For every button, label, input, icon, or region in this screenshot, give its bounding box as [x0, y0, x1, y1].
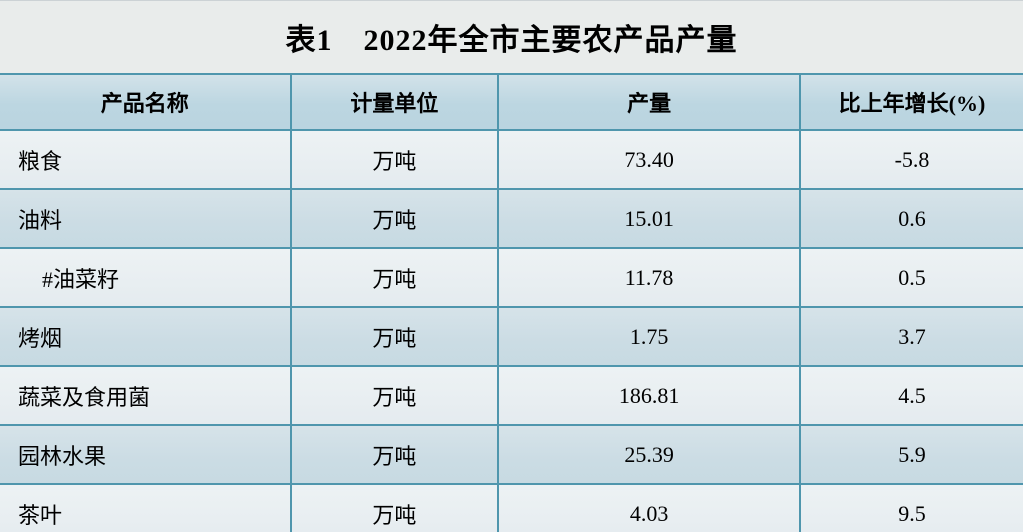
table-title: 表1 2022年全市主要农产品产量 [285, 24, 738, 57]
col-header-unit: 计量单位 [289, 74, 499, 131]
cell-product-name: 蔬菜及食用菌 [0, 366, 291, 426]
cell-unit: 万吨 [289, 189, 499, 249]
cell-growth: 9.5 [798, 484, 1023, 532]
cell-growth: 0.5 [798, 248, 1023, 308]
cell-unit: 万吨 [289, 130, 499, 190]
table-row: 园林水果 万吨 25.39 5.9 [0, 425, 1023, 485]
col-header-output: 产量 [497, 74, 800, 131]
cell-unit: 万吨 [289, 248, 499, 308]
cell-product-name: 油料 [0, 189, 291, 249]
cell-product-name: 烤烟 [0, 307, 291, 367]
cell-output: 4.03 [497, 484, 800, 532]
cell-unit: 万吨 [289, 307, 499, 367]
cell-output: 15.01 [497, 189, 800, 249]
table-row: 蔬菜及食用菌 万吨 186.81 4.5 [0, 366, 1023, 426]
table-row: 油料 万吨 15.01 0.6 [0, 189, 1023, 249]
cell-unit: 万吨 [289, 366, 499, 426]
cell-product-name: 园林水果 [0, 425, 291, 485]
col-header-growth: 比上年增长(%) [798, 74, 1023, 131]
cell-growth: -5.8 [798, 130, 1023, 190]
cell-unit: 万吨 [289, 425, 499, 485]
table-header-row: 产品名称 计量单位 产量 比上年增长(%) [0, 74, 1023, 131]
cell-product-name: #油菜籽 [0, 248, 291, 308]
cell-output: 73.40 [497, 130, 800, 190]
table-row: 茶叶 万吨 4.03 9.5 [0, 484, 1023, 532]
products-table: 产品名称 计量单位 产量 比上年增长(%) 粮食 万吨 73.40 -5.8 油… [0, 73, 1023, 532]
table-row: 粮食 万吨 73.40 -5.8 [0, 130, 1023, 190]
cell-product-name: 粮食 [0, 130, 291, 190]
col-header-product-name: 产品名称 [0, 74, 291, 131]
cell-output: 25.39 [497, 425, 800, 485]
cell-growth: 4.5 [798, 366, 1023, 426]
table-row: 烤烟 万吨 1.75 3.7 [0, 307, 1023, 367]
cell-output: 1.75 [497, 307, 800, 367]
cell-growth: 0.6 [798, 189, 1023, 249]
cell-output: 186.81 [497, 366, 800, 426]
cell-growth: 5.9 [798, 425, 1023, 485]
table-row: #油菜籽 万吨 11.78 0.5 [0, 248, 1023, 308]
cell-output: 11.78 [497, 248, 800, 308]
cell-unit: 万吨 [289, 484, 499, 532]
cell-product-name: 茶叶 [0, 484, 291, 532]
cell-growth: 3.7 [798, 307, 1023, 367]
